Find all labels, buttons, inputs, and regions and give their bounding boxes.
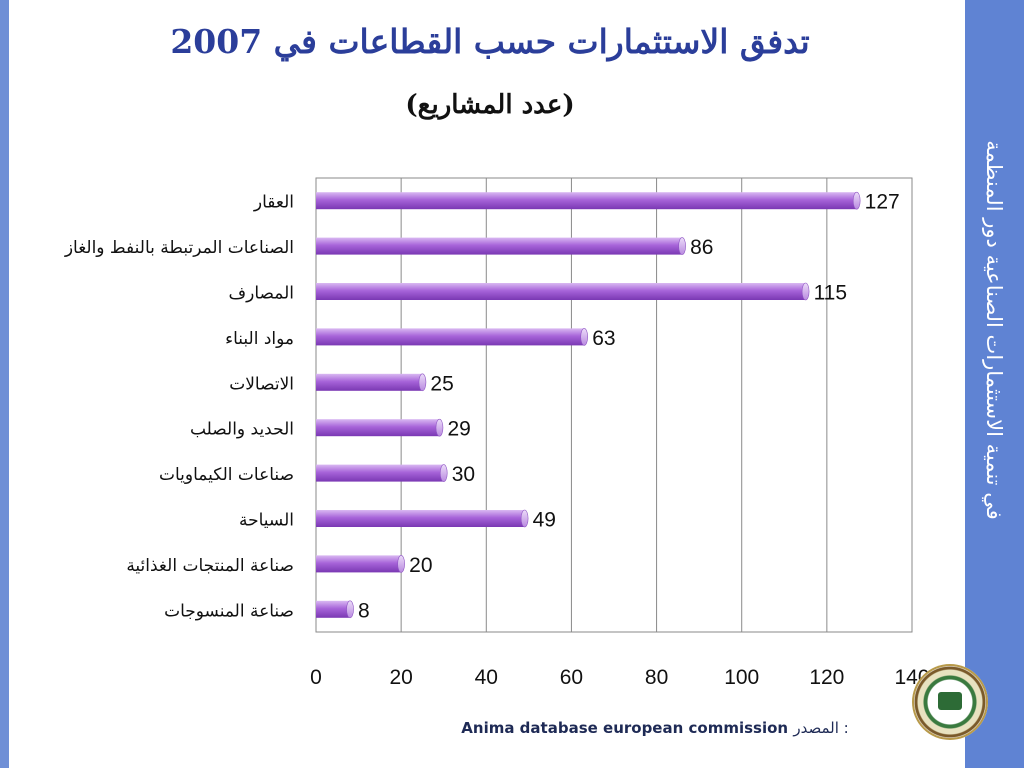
category-label: السياحة	[239, 511, 294, 531]
category-label: مواد البناء	[225, 329, 294, 349]
bar	[316, 283, 806, 300]
x-tick-label: 60	[560, 666, 583, 689]
x-tick-label: 80	[645, 666, 668, 689]
category-label: الحديد والصلب	[190, 420, 294, 440]
category-label: المصارف	[229, 284, 295, 304]
category-label: الاتصالات	[229, 374, 294, 394]
bar-end-cap	[520, 509, 529, 528]
seal-center	[938, 692, 962, 710]
bar-end-cap	[397, 555, 405, 573]
value-label: 8	[358, 599, 370, 622]
bar	[316, 464, 444, 482]
value-label: 30	[452, 463, 475, 486]
bar-chart: العقار الصناعات المرتبطة بالنفط والغاز الم…	[64, 177, 930, 689]
x-tick-label: 100	[724, 666, 759, 689]
category-label: العقار	[253, 193, 294, 213]
bar	[316, 237, 683, 255]
bar	[316, 192, 857, 210]
value-label: 20	[409, 554, 432, 577]
bar	[316, 555, 402, 573]
category-label: صناعة المنتجات الغذائية	[126, 556, 294, 576]
value-label: 29	[447, 418, 470, 441]
bars	[316, 191, 861, 619]
bar-end-cap	[346, 600, 354, 619]
bar-end-cap	[801, 282, 810, 301]
bar-end-cap	[852, 191, 861, 210]
source-value: Anima database european commission	[461, 719, 789, 737]
x-tick-label: 120	[809, 666, 844, 689]
slide-title: تدفق الاستثمارات حسب القطاعات في 2007	[170, 22, 810, 61]
bar	[316, 328, 585, 346]
x-tick-label: 0	[310, 666, 322, 689]
bar-end-cap	[439, 464, 448, 482]
value-label: 86	[690, 236, 713, 259]
value-label: 115	[814, 282, 847, 305]
source-label: المصدر :	[793, 719, 849, 737]
x-tick-label: 40	[475, 666, 498, 689]
category-label: صناعة المنسوجات	[164, 601, 294, 621]
bar-end-cap	[435, 418, 444, 437]
category-label: الصناعات المرتبطة بالنفط والغاز	[64, 238, 294, 258]
value-label: 127	[865, 191, 900, 214]
bar	[316, 600, 351, 618]
organization-seal-icon	[912, 664, 988, 740]
x-tick-labels: 0 20 40 60 80 100 120 140	[310, 666, 929, 689]
slide-subtitle: (عدد المشاريع)	[405, 90, 575, 120]
side-caption: في تنمية الاستثمارات الصناعية دور المنظم…	[982, 140, 1006, 520]
value-label: 63	[592, 327, 615, 350]
bar	[316, 510, 525, 527]
bar-end-cap	[678, 237, 686, 255]
right-side-band	[965, 0, 1024, 768]
source-line: Anima database european commission المصد…	[440, 719, 870, 737]
bar	[316, 419, 440, 437]
value-label: 49	[533, 509, 556, 532]
value-label: 25	[430, 372, 453, 395]
category-label: صناعات الكيماويات	[159, 465, 294, 485]
left-border	[0, 0, 9, 768]
category-labels: العقار الصناعات المرتبطة بالنفط والغاز الم…	[64, 193, 294, 622]
value-labels: 127 86 115 63 25 29 30 49 20 8	[358, 191, 900, 623]
bar-end-cap	[580, 328, 589, 346]
bar	[316, 373, 423, 391]
x-tick-label: 20	[389, 666, 412, 689]
bar-end-cap	[418, 373, 427, 392]
